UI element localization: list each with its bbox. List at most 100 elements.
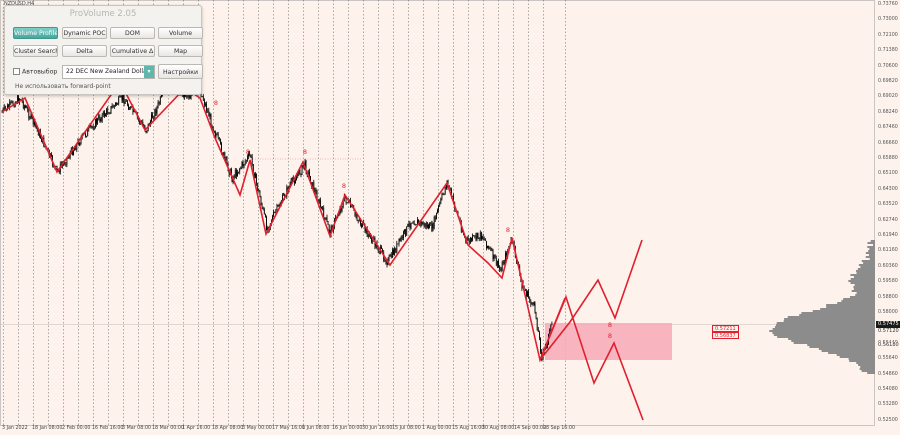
- candle-body: [365, 228, 367, 232]
- volume-profile-bar: [848, 280, 875, 282]
- candle-body: [442, 194, 444, 195]
- auto-select-checkbox[interactable]: Автовыбор: [13, 68, 57, 76]
- candle-body: [72, 148, 73, 155]
- candle-body: [471, 238, 472, 241]
- candle-body: [425, 223, 427, 228]
- candle-body: [478, 237, 480, 240]
- candle-body: [251, 156, 253, 165]
- candle-body: [221, 143, 222, 154]
- candle-body: [290, 180, 292, 185]
- candle-body: [90, 124, 92, 127]
- candle-body: [211, 125, 213, 127]
- candle-body: [130, 106, 132, 109]
- candle-body: [414, 224, 416, 226]
- candle-body: [296, 176, 297, 181]
- volume-profile-bar: [868, 254, 875, 256]
- volume-profile-bar: [850, 278, 875, 280]
- provolume-panel[interactable]: ProVolume 2.05 Volume Profile Dynamic PO…: [4, 5, 203, 95]
- candle-body: [143, 125, 145, 128]
- settings-button[interactable]: Настройки: [158, 64, 203, 79]
- candle-body: [309, 171, 310, 177]
- volume-profile-button[interactable]: Volume Profile: [13, 27, 58, 39]
- candle-body: [294, 180, 295, 184]
- candle-body: [340, 208, 342, 211]
- candle-body: [188, 95, 190, 98]
- cumulative-delta-button[interactable]: Cumulative Δ: [110, 45, 155, 57]
- map-button[interactable]: Map: [158, 45, 203, 57]
- candle-body: [549, 329, 551, 335]
- candle-body: [421, 222, 423, 226]
- volume-profile-bar: [839, 356, 875, 358]
- candle-body: [395, 248, 397, 253]
- dynamic-poc-button[interactable]: Dynamic POC: [62, 27, 107, 39]
- candle-body: [223, 152, 225, 156]
- candle-body: [204, 100, 205, 105]
- candle-body: [483, 238, 485, 240]
- candle-body: [384, 259, 386, 261]
- candle-body: [104, 111, 105, 117]
- candle-body: [477, 232, 479, 238]
- candle-body: [244, 161, 246, 165]
- price-tag-lower: 0.56180: [876, 342, 900, 349]
- candle-body: [17, 96, 18, 104]
- volume-profile-bar: [849, 296, 875, 298]
- candle-body: [212, 126, 214, 131]
- price-axis-label: 0.65100: [878, 171, 898, 177]
- volume-profile-bar: [801, 312, 875, 314]
- delta-button[interactable]: Delta: [62, 45, 107, 57]
- candle-body: [115, 102, 116, 106]
- candle-body: [186, 96, 188, 97]
- chevron-down-icon[interactable]: ▾: [144, 66, 154, 78]
- volume-profile-bar: [865, 256, 875, 258]
- candle-body: [113, 105, 115, 108]
- candle-body: [490, 247, 492, 251]
- candle-body: [550, 325, 552, 330]
- candle-body: [438, 205, 439, 211]
- candle-body: [228, 170, 230, 175]
- volume-profile-bar: [793, 342, 875, 344]
- price-axis-label: 0.52500: [878, 417, 898, 423]
- candle-body: [116, 102, 117, 105]
- candle-body: [236, 170, 237, 177]
- time-axis-label: 16 Feb 16:00: [92, 426, 124, 431]
- volume-profile-bar: [820, 308, 875, 310]
- candle-body: [406, 226, 408, 236]
- candle-body: [272, 216, 273, 222]
- candle-body: [327, 221, 329, 226]
- candle-body: [278, 205, 280, 207]
- candle-body: [410, 223, 412, 228]
- candle-body: [392, 250, 393, 258]
- dom-button[interactable]: DOM: [110, 27, 155, 39]
- wave-label: 8: [342, 182, 346, 190]
- candle-body: [289, 184, 291, 187]
- checkbox-box[interactable]: [13, 68, 20, 75]
- candle-body: [310, 176, 311, 183]
- volume-profile-bar: [769, 330, 875, 332]
- candle-body: [241, 162, 243, 168]
- panel-title[interactable]: ProVolume 2.05: [69, 9, 137, 19]
- candle-body: [30, 113, 32, 119]
- candle-body: [434, 216, 436, 220]
- cluster-search-button[interactable]: Cluster Search: [13, 45, 58, 57]
- candle-body: [487, 246, 488, 249]
- candle-body: [108, 113, 110, 115]
- instrument-select[interactable]: 22 DEC New Zealand Dollar ▾: [62, 65, 155, 79]
- time-axis-label: 28 Sep 16:00: [543, 426, 576, 431]
- candle-body: [105, 114, 106, 117]
- candle-body: [493, 254, 495, 259]
- volume-button[interactable]: Volume: [158, 27, 203, 39]
- candle-body: [158, 102, 160, 104]
- candle-body: [239, 168, 241, 172]
- candle-body: [428, 224, 429, 229]
- time-axis-label: 30 Aug 08:00: [482, 426, 515, 431]
- candle-body: [225, 157, 227, 158]
- candle-body: [394, 248, 395, 255]
- candle-body: [32, 117, 34, 124]
- candle-body: [401, 236, 403, 239]
- price-axis-label: 0.53280: [878, 402, 898, 408]
- candle-body: [318, 200, 320, 203]
- candle-body: [18, 96, 19, 103]
- candle-body: [462, 231, 463, 233]
- candle-body: [250, 156, 252, 157]
- candle-body: [495, 258, 497, 266]
